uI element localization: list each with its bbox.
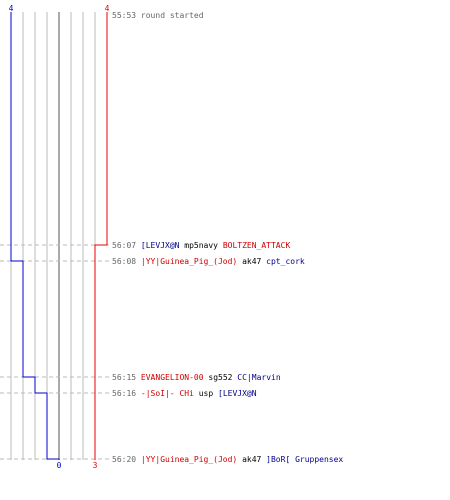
kill-event: 56:20 |YY|Guinea_Pig_(Jod) ak47 ]BoR[ Gr… bbox=[112, 455, 343, 465]
blue-start-count: 4 bbox=[9, 4, 14, 13]
killer-name: -|SoI|- CHi bbox=[140, 389, 194, 398]
kill-event: 56:15 EVANGELION-00 sg552 CC|Marvin bbox=[112, 373, 281, 383]
red-team-alive-line bbox=[94, 12, 108, 460]
kill-event: 56:16 -|SoI|- CHi usp [LEVJX@N bbox=[112, 389, 257, 399]
victim-name: BOLTZEN_ATTACK bbox=[222, 241, 291, 250]
red-start-count: 4 bbox=[105, 4, 110, 13]
weapon-name: sg552 bbox=[208, 373, 233, 382]
weapon-name: usp bbox=[198, 389, 214, 398]
event-time: 56:20 bbox=[112, 455, 137, 464]
event-time: 56:08 bbox=[112, 257, 137, 266]
event-guides bbox=[0, 244, 110, 460]
weapon-name: mp5navy bbox=[184, 241, 218, 250]
event-time: 56:16 bbox=[112, 389, 137, 398]
event-time: 55:53 bbox=[112, 11, 137, 20]
grid bbox=[10, 12, 96, 460]
killer-name: |YY|Guinea_Pig_(Jod) bbox=[140, 455, 238, 464]
blue-team-alive-line bbox=[10, 12, 60, 460]
victim-name: CC|Marvin bbox=[237, 373, 281, 382]
event-time: 56:15 bbox=[112, 373, 137, 382]
killer-name: EVANGELION-00 bbox=[140, 373, 204, 382]
kill-event: 56:07 [LEVJX@N mp5navy BOLTZEN_ATTACK bbox=[112, 241, 290, 251]
red-end-count: 3 bbox=[93, 461, 98, 470]
killer-name: |YY|Guinea_Pig_(Jod) bbox=[140, 257, 238, 266]
victim-name: [LEVJX@N bbox=[218, 389, 257, 398]
event-text: round started bbox=[140, 11, 204, 20]
team-alive-chart: 4 4 0 3 bbox=[0, 4, 110, 470]
kill-event: 56:08 |YY|Guinea_Pig_(Jod) ak47 cpt_cork bbox=[112, 257, 305, 267]
weapon-name: ak47 bbox=[242, 455, 262, 464]
victim-name: ]BoR[ Gruppensex bbox=[266, 455, 344, 464]
victim-name: cpt_cork bbox=[266, 257, 305, 266]
blue-end-count: 0 bbox=[57, 461, 62, 470]
event-time: 56:07 bbox=[112, 241, 137, 250]
event-round-start: 55:53 round started bbox=[112, 11, 204, 21]
weapon-name: ak47 bbox=[242, 257, 262, 266]
killer-name: [LEVJX@N bbox=[140, 241, 180, 250]
